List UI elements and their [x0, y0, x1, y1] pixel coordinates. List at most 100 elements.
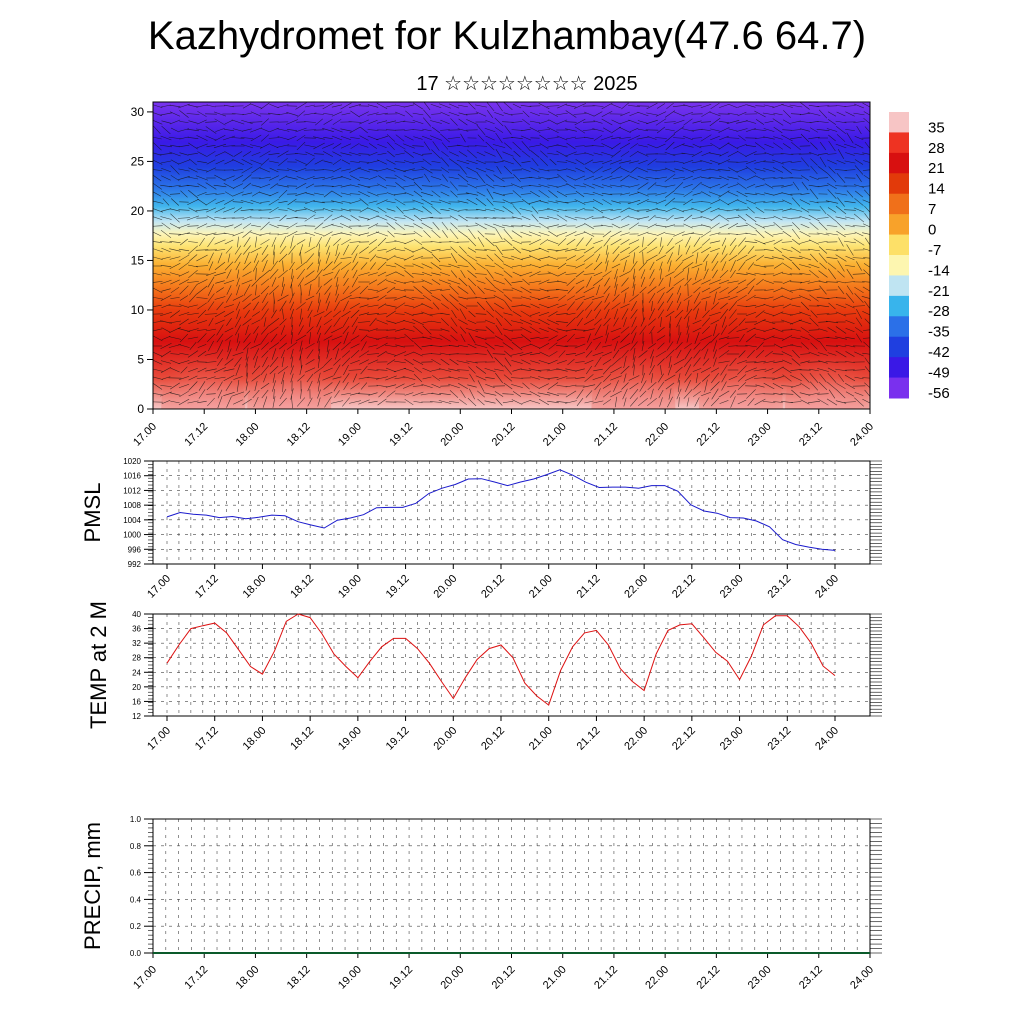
wind-vector — [692, 168, 702, 172]
wind-vector — [376, 120, 388, 124]
wind-vector — [799, 112, 811, 116]
wind-vector — [556, 191, 568, 197]
wind-vector — [756, 342, 764, 350]
wind-vector — [737, 365, 747, 375]
wind-vector — [799, 199, 811, 205]
wind-vector — [854, 165, 864, 175]
wind-vector — [394, 336, 406, 340]
wind-vector — [243, 237, 251, 247]
wind-vector — [675, 342, 683, 350]
wind-vector — [737, 374, 747, 382]
wind-vector — [539, 351, 549, 357]
wind-vector — [613, 317, 619, 327]
wind-vector — [845, 391, 855, 397]
wind-vector — [196, 320, 208, 324]
wind-vector — [629, 397, 639, 407]
wind-vector — [738, 261, 746, 271]
wind-vector — [369, 317, 377, 327]
wind-vector — [827, 373, 837, 383]
wind-vector — [404, 239, 414, 245]
wind-vector — [485, 237, 495, 247]
wind-vector — [861, 296, 870, 299]
wind-vector — [538, 256, 550, 260]
wind-vector — [638, 261, 648, 271]
wind-vector — [386, 159, 396, 165]
wind-vector — [604, 293, 610, 303]
wind-vector — [691, 128, 703, 132]
wind-vector — [412, 169, 424, 171]
wind-vector — [187, 360, 199, 364]
wind-vector — [826, 381, 838, 391]
wind-vector — [764, 256, 774, 260]
wind-vector — [403, 214, 415, 222]
wind-vector — [503, 185, 513, 187]
wind-vector — [673, 111, 685, 117]
wind-vector — [361, 341, 367, 351]
wind-vector — [719, 104, 729, 108]
wind-vector — [810, 158, 818, 166]
wind-vector — [430, 201, 442, 203]
wind-vector — [502, 151, 514, 157]
wind-vector — [521, 248, 531, 252]
wind-vector — [504, 318, 512, 326]
wind-vector — [494, 368, 504, 372]
wind-vector — [404, 358, 414, 366]
wind-vector — [703, 268, 709, 280]
wind-vector — [575, 167, 585, 173]
wind-vector — [557, 271, 567, 277]
wind-vector — [844, 209, 856, 211]
wind-vector — [683, 190, 693, 198]
wind-vector — [313, 311, 325, 317]
wind-vector — [367, 369, 379, 371]
wind-vector — [224, 327, 234, 333]
wind-vector — [862, 286, 870, 292]
wind-vector — [214, 272, 226, 276]
wind-vector — [592, 192, 604, 196]
wind-vector — [413, 214, 423, 222]
x-tick-label: 21.12 — [592, 964, 620, 992]
wind-vector — [603, 285, 611, 295]
wind-vector — [513, 150, 521, 158]
wind-vector — [153, 241, 162, 243]
wind-vector — [295, 261, 307, 271]
wind-vector — [678, 397, 680, 407]
wind-vector — [214, 261, 226, 271]
wind-vector — [782, 216, 792, 220]
wind-vector — [438, 199, 452, 205]
wind-vector — [664, 374, 676, 382]
wind-vector — [556, 321, 568, 323]
wind-vector — [573, 184, 587, 188]
wind-vector — [726, 216, 740, 220]
x-tick-label: 23.00 — [718, 573, 746, 601]
y-tick-label: 12 — [132, 712, 141, 721]
wind-vector — [530, 360, 540, 364]
wind-vector — [819, 205, 827, 215]
wind-vector — [494, 127, 504, 133]
wind-vector — [727, 280, 739, 284]
wind-vector — [309, 317, 311, 327]
wind-vector — [529, 400, 541, 404]
wind-vector — [609, 176, 623, 180]
wind-vector — [799, 272, 811, 276]
wind-vector — [576, 389, 584, 399]
colorbar-swatch — [889, 112, 909, 133]
wind-vector — [682, 208, 694, 212]
x-tick-label: 23.12 — [797, 421, 825, 449]
wind-vector — [800, 102, 810, 110]
wind-vector — [323, 382, 333, 390]
wind-vector — [413, 230, 423, 238]
wind-vector — [240, 143, 254, 149]
wind-vector — [449, 151, 459, 157]
wind-vector — [300, 308, 302, 320]
wind-vector — [819, 340, 827, 352]
wind-vector — [791, 217, 801, 219]
wind-vector — [755, 229, 765, 239]
wind-vector — [791, 169, 801, 171]
wind-vector — [827, 367, 837, 373]
wind-vector — [368, 400, 378, 404]
wind-vector — [305, 151, 315, 157]
wind-vector — [669, 333, 671, 343]
wind-vector — [772, 366, 784, 374]
wind-vector — [611, 223, 621, 229]
wind-vector — [638, 397, 648, 407]
